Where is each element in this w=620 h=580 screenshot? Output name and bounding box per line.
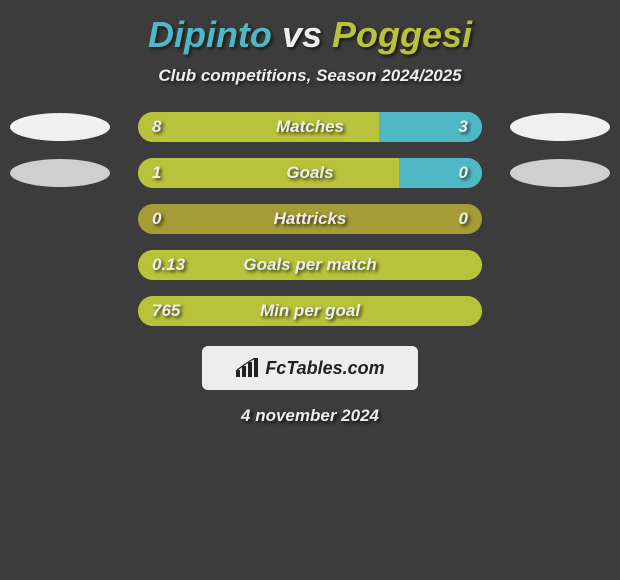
player-oval-left — [10, 113, 110, 141]
bar-container: 83Matches — [138, 112, 482, 142]
title-vs: vs — [282, 14, 322, 55]
stat-row: 765Min per goal — [0, 296, 620, 326]
page-title: Dipinto vs Poggesi — [0, 0, 620, 56]
stat-label: Matches — [138, 112, 482, 142]
chart-bars-icon — [235, 358, 261, 378]
stat-label: Hattricks — [138, 204, 482, 234]
stats-area: 83Matches 10Goals 00Hattricks 0.13Goals per… — [0, 112, 620, 326]
stat-label: Goals per match — [138, 250, 482, 280]
player-oval-left — [10, 159, 110, 187]
bar-container: 00Hattricks — [138, 204, 482, 234]
player-oval-right — [510, 159, 610, 187]
bar-container: 765Min per goal — [138, 296, 482, 326]
bar-container: 10Goals — [138, 158, 482, 188]
player-oval-right — [510, 113, 610, 141]
stat-row: 83Matches — [0, 112, 620, 142]
logo-inner: FcTables.com — [235, 358, 384, 379]
subtitle: Club competitions, Season 2024/2025 — [0, 66, 620, 86]
title-player2: Poggesi — [332, 14, 472, 55]
stat-row: 10Goals — [0, 158, 620, 188]
title-player1: Dipinto — [148, 14, 272, 55]
logo-box: FcTables.com — [202, 346, 418, 390]
stat-label: Goals — [138, 158, 482, 188]
date-line: 4 november 2024 — [0, 406, 620, 426]
bar-container: 0.13Goals per match — [138, 250, 482, 280]
stat-label: Min per goal — [138, 296, 482, 326]
stat-row: 00Hattricks — [0, 204, 620, 234]
logo-text: FcTables.com — [265, 358, 384, 379]
stat-row: 0.13Goals per match — [0, 250, 620, 280]
